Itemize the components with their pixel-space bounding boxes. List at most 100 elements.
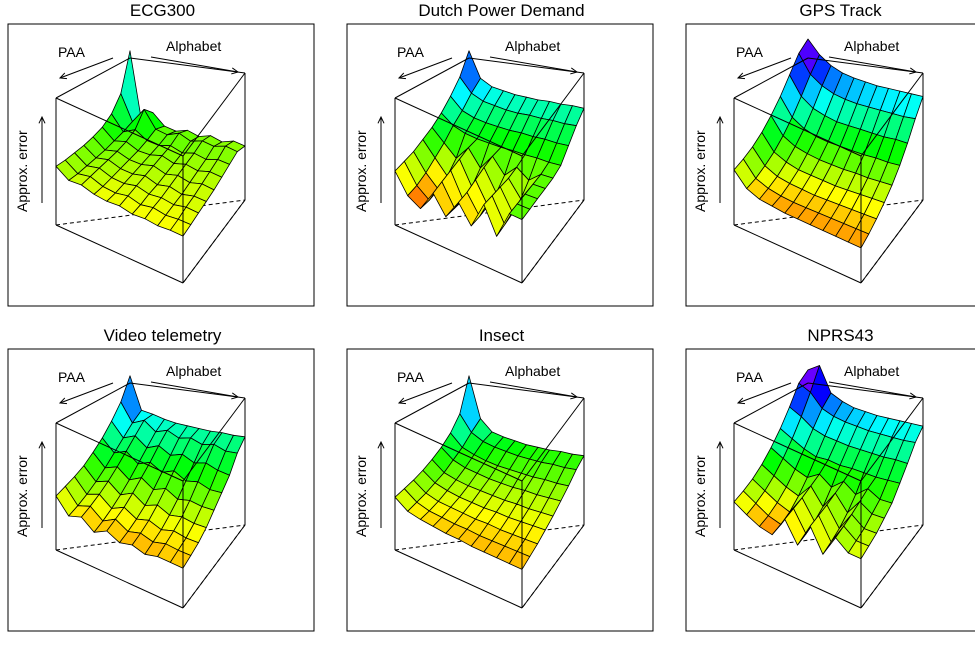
panel-insect: Insect PAA Alphabet Approx. error (339, 325, 664, 646)
alphabet-axis-label: Alphabet (844, 38, 899, 54)
axis-arrow (150, 56, 239, 73)
arrow-head (38, 115, 46, 124)
paa-axis-label: PAA (736, 44, 764, 60)
axis-arrow (59, 57, 114, 79)
axis-arrow (828, 56, 917, 73)
cube-edge (860, 397, 924, 482)
surface-plot: PAA Alphabet Approx. error (346, 23, 654, 307)
cube-edge (394, 97, 523, 157)
cube-edge (182, 397, 246, 482)
cube-edge (733, 97, 862, 157)
cube-edge (733, 57, 809, 99)
cube-hidden-edge (55, 199, 246, 226)
error-axis-label: Approx. error (353, 130, 369, 212)
cube-edge (733, 549, 862, 609)
alphabet-axis-label: Alphabet (166, 38, 221, 54)
surface (394, 50, 585, 237)
cube-edge (860, 524, 924, 609)
surface-plot: PAA Alphabet Approx. error (685, 23, 975, 307)
cube-edge (521, 72, 585, 157)
arrow-head (38, 440, 46, 449)
panel-dutch-power-demand: Dutch Power Demand PAA Alphabet Approx. er… (339, 0, 664, 321)
cube-edge (394, 549, 523, 609)
panel-nprs43: NPRS43 PAA Alphabet Approx. error (678, 325, 975, 646)
axis-arrow (737, 382, 792, 404)
axis-arrow (489, 56, 578, 73)
arrow-head (58, 397, 68, 405)
chart-title: ECG300 (129, 1, 196, 20)
cube-edge (55, 422, 184, 482)
error-axis-label: Approx. error (692, 455, 708, 537)
cube-edge (55, 97, 184, 157)
cube-edge (807, 382, 924, 399)
cube-edge (733, 382, 809, 424)
alphabet-axis-label: Alphabet (844, 363, 899, 379)
paa-axis-label: PAA (736, 369, 764, 385)
cube-edge (394, 422, 523, 482)
paa-axis-label: PAA (58, 369, 86, 385)
surface-plot: PAA Alphabet Approx. error (685, 348, 975, 632)
axis-arrow (59, 382, 114, 404)
error-axis-label: Approx. error (14, 455, 30, 537)
arrow-head (377, 440, 385, 449)
cube-edge (55, 382, 131, 424)
cube-edge (182, 72, 246, 157)
cube-edge (733, 224, 862, 284)
cube-hidden-edge (733, 524, 924, 551)
arrow-head (570, 67, 579, 75)
cube-hidden-edge (394, 524, 585, 551)
paa-axis-label: PAA (58, 44, 86, 60)
arrow-head (397, 72, 407, 80)
plot-frame (346, 348, 654, 632)
arrow-head (716, 115, 724, 124)
cube-edge (55, 224, 184, 284)
chart-title: NPRS43 (807, 326, 874, 345)
arrow-head (377, 115, 385, 124)
axis-arrow (150, 381, 239, 398)
surface (733, 365, 924, 560)
cube-edge (394, 57, 470, 99)
surface (394, 375, 585, 570)
arrow-head (231, 392, 240, 400)
arrow-head (570, 392, 579, 400)
cube-edge (860, 199, 924, 284)
arrow-head (736, 397, 746, 405)
chart-title: Dutch Power Demand (418, 1, 585, 20)
arrow-head (231, 67, 240, 75)
cube-edge (129, 57, 246, 74)
cube-edge (733, 422, 862, 482)
axis-arrow (828, 381, 917, 398)
cube-edge (860, 72, 924, 157)
surface (733, 38, 924, 249)
alphabet-axis-label: Alphabet (505, 363, 560, 379)
cube-hidden-edge (394, 199, 585, 226)
cube-edge (129, 382, 246, 399)
axis-arrow (489, 381, 578, 398)
panel-ecg300: ECG300 PAA Alphabet Approx. error (0, 0, 325, 321)
error-axis-label: Approx. error (14, 130, 30, 212)
arrow-head (58, 72, 68, 80)
panel-gps-track: GPS Track PAA Alphabet Approx. error (678, 0, 975, 321)
cube-edge (182, 524, 246, 609)
alphabet-axis-label: Alphabet (505, 38, 560, 54)
cube-hidden-edge (733, 199, 924, 226)
arrow-head (397, 397, 407, 405)
paa-axis-label: PAA (397, 369, 425, 385)
chart-title: GPS Track (799, 1, 882, 20)
surface-plot: PAA Alphabet Approx. error (346, 348, 654, 632)
surface (55, 375, 246, 569)
cube-edge (55, 57, 131, 99)
axis-arrow (398, 382, 453, 404)
cube-edge (468, 57, 585, 74)
arrow-head (909, 67, 918, 75)
error-axis-label: Approx. error (353, 455, 369, 537)
plot-frame (7, 348, 315, 632)
panel-video-telemetry: Video telemetry PAA Alphabet Approx. error (0, 325, 325, 646)
chart-title: Video telemetry (103, 326, 222, 345)
cube-edge (182, 199, 246, 284)
cube-edge (394, 382, 470, 424)
axis-arrow (737, 57, 792, 79)
axis-arrow (398, 57, 453, 79)
cube-edge (807, 57, 924, 74)
cube-hidden-edge (55, 524, 246, 551)
